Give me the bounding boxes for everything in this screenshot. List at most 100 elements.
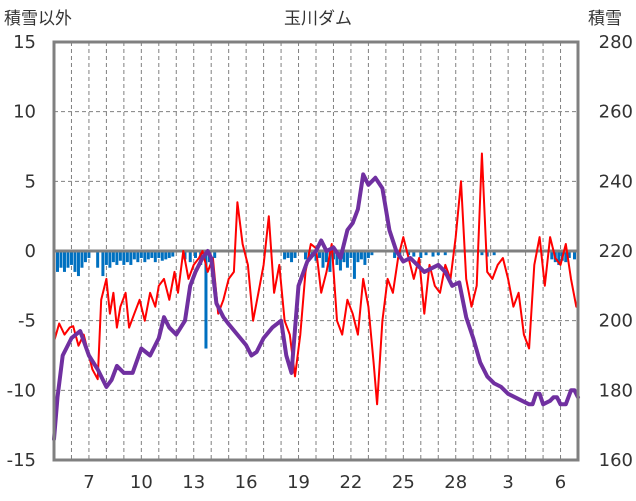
- left-axis-label: 積雪以外: [4, 9, 72, 29]
- precipitation-bar: [317, 251, 321, 258]
- precipitation-bar: [356, 251, 360, 263]
- plot-frame: [52, 40, 580, 462]
- precipitation-bar: [352, 251, 356, 279]
- precipitation-bar: [108, 251, 112, 268]
- precipitation-bar: [96, 251, 100, 268]
- precipitation-bar: [73, 251, 77, 272]
- precipitation-bar: [436, 251, 440, 256]
- precipitation-bar: [424, 251, 428, 256]
- precipitation-bar: [188, 251, 192, 263]
- precipitation-bar: [431, 251, 435, 257]
- right-tick-label: 180: [599, 380, 633, 401]
- right-axis-label: 積雪: [588, 9, 622, 29]
- precipitation-bar: [283, 251, 287, 260]
- precipitation-bar: [193, 251, 197, 258]
- x-tick-label: 3: [502, 472, 513, 493]
- precipitation-bar: [293, 251, 297, 258]
- right-tick-label: 260: [599, 102, 633, 123]
- precipitation-bar: [412, 251, 416, 257]
- left-tick-label: 5: [25, 171, 36, 192]
- precipitation-bar: [290, 251, 294, 263]
- precipitation-bar: [349, 251, 353, 258]
- right-tick-label: 160: [599, 450, 633, 471]
- precipitation-bar: [550, 251, 554, 260]
- x-tick-label: 22: [339, 472, 362, 493]
- precipitation-bar: [407, 251, 411, 256]
- left-tick-label: 15: [13, 32, 36, 53]
- x-tick-label: 10: [130, 472, 153, 493]
- precipitation-bar: [171, 251, 175, 257]
- right-tick-label: 200: [599, 311, 633, 332]
- x-tick-label: 28: [444, 472, 467, 493]
- left-tick-label: -5: [18, 311, 36, 332]
- right-tick-label: 280: [599, 32, 633, 53]
- precipitation-bar: [363, 251, 367, 265]
- series-lines: [52, 152, 580, 442]
- precipitation-bar: [150, 251, 154, 258]
- precipitation-bar: [359, 251, 363, 260]
- precipitation-bar: [345, 251, 349, 268]
- precipitation-bar: [76, 251, 80, 277]
- right-tick-label: 240: [599, 171, 633, 192]
- x-tick-label: 13: [182, 472, 205, 493]
- precipitation-bar: [338, 251, 342, 271]
- x-tick-label: 25: [392, 472, 415, 493]
- x-tick-label: 6: [555, 472, 566, 493]
- precipitation-bar: [286, 251, 290, 258]
- precipitation-bar: [69, 251, 73, 265]
- left-tick-label: 0: [25, 241, 36, 262]
- left-tick-label: -15: [7, 450, 36, 471]
- precipitation-bar: [118, 251, 122, 261]
- precipitation-bar: [204, 251, 208, 349]
- left-tick-label: 10: [13, 102, 36, 123]
- precipitation-bar: [393, 251, 397, 258]
- precipitation-bar: [59, 251, 63, 268]
- precipitation-bar: [419, 251, 423, 258]
- x-tick-label: 16: [235, 472, 258, 493]
- precipitation-bar: [321, 251, 325, 268]
- precipitation-bar: [366, 251, 370, 258]
- precipitation-bar: [370, 251, 374, 256]
- precipitation-bar: [164, 251, 168, 260]
- precipitation-bar: [304, 251, 308, 260]
- precipitation-bar: [480, 251, 484, 256]
- precipitation-bar: [160, 251, 164, 261]
- precipitation-bar: [335, 251, 339, 265]
- precipitation-bar: [342, 251, 346, 263]
- precipitation-bar: [492, 251, 496, 256]
- precipitation-bar: [146, 251, 150, 260]
- precipitation-bar: [62, 251, 66, 272]
- precipitation-bar: [324, 251, 328, 263]
- precipitation-bar: [328, 251, 332, 272]
- precipitation-bar: [111, 251, 115, 263]
- precipitation-bar: [567, 251, 571, 258]
- precipitation-bar: [55, 251, 59, 272]
- precipitation-bar: [132, 251, 136, 260]
- left-tick-label: -10: [7, 380, 36, 401]
- precipitation-bar: [167, 251, 171, 258]
- precipitation-bar: [564, 251, 568, 263]
- precipitation-bar: [557, 251, 561, 265]
- precipitation-bar: [153, 251, 157, 263]
- tick-labels: 15 10 5 0 -5 -10 -15 280 260 240 220 200 180 160 7 10 13…: [7, 32, 633, 493]
- precipitation-bar: [139, 251, 143, 258]
- precipitation-bar: [125, 251, 129, 263]
- precipitation-bar: [101, 251, 105, 277]
- precipitation-bar: [122, 251, 126, 265]
- right-tick-label: 220: [599, 241, 633, 262]
- precipitation-bar: [83, 251, 87, 263]
- x-tick-label: 19: [287, 472, 310, 493]
- precipitation-bar: [136, 251, 140, 263]
- precipitation-bar: [87, 251, 91, 258]
- x-tick-label: 7: [83, 472, 94, 493]
- precipitation-bar: [143, 251, 147, 263]
- chart-title: 玉川ダム: [284, 9, 352, 29]
- precipitation-bar: [104, 251, 108, 265]
- precipitation-bar: [443, 251, 447, 256]
- precipitation-bar: [66, 251, 70, 268]
- snow-depth-line: [52, 172, 580, 442]
- precipitation-bar: [213, 251, 217, 258]
- precipitation-bar: [573, 251, 577, 260]
- precipitation-bar: [129, 251, 133, 265]
